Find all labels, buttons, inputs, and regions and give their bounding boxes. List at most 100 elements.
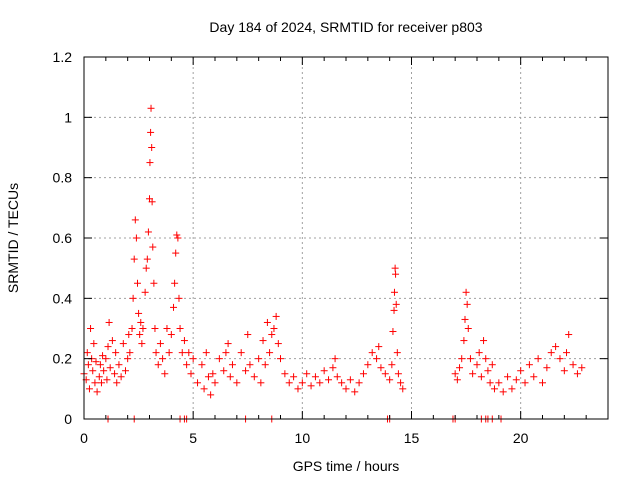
x-tick-label: 5 — [189, 430, 197, 446]
data-point — [569, 361, 577, 369]
data-point — [91, 379, 99, 387]
data-point — [488, 361, 496, 369]
data-point — [391, 264, 399, 272]
data-point — [224, 340, 232, 348]
data-point — [268, 331, 276, 339]
data-point — [147, 104, 155, 112]
data-point — [257, 379, 265, 387]
data-point — [180, 337, 188, 345]
data-point — [456, 364, 464, 372]
data-point — [462, 288, 470, 296]
data-point — [338, 379, 346, 387]
data-point — [141, 288, 149, 296]
data-point — [525, 361, 533, 369]
data-point — [504, 373, 512, 381]
data-point — [228, 361, 236, 369]
data-point — [578, 364, 586, 372]
data-point — [250, 373, 258, 381]
data-point — [85, 385, 93, 393]
data-point — [547, 349, 555, 357]
data-point — [102, 355, 110, 363]
data-point — [463, 300, 471, 308]
data-point — [194, 379, 202, 387]
data-point — [115, 361, 123, 369]
data-point — [381, 370, 389, 378]
data-point — [359, 370, 367, 378]
data-point — [226, 373, 234, 381]
data-point — [119, 340, 127, 348]
data-point — [99, 352, 107, 360]
data-point — [126, 349, 134, 357]
data-point — [508, 385, 516, 393]
y-tick-label: 0.4 — [53, 290, 73, 306]
data-point — [373, 355, 381, 363]
data-point — [142, 264, 150, 272]
data-point — [149, 243, 157, 251]
data-point — [490, 385, 498, 393]
data-point — [129, 294, 137, 302]
data-point — [316, 379, 324, 387]
y-tick-label: 0.6 — [53, 230, 73, 246]
data-point — [482, 355, 490, 363]
data-point — [103, 376, 111, 384]
chart-title: Day 184 of 2024, SRMTID for receiver p80… — [209, 19, 482, 35]
data-point — [124, 355, 132, 363]
data-point — [460, 337, 468, 345]
data-point — [469, 370, 477, 378]
data-point — [451, 370, 459, 378]
data-point — [389, 328, 397, 336]
data-point — [125, 331, 133, 339]
data-point — [222, 349, 230, 357]
data-point — [552, 343, 560, 351]
data-point — [355, 379, 363, 387]
data-point — [220, 367, 228, 375]
data-point — [147, 128, 155, 136]
data-point — [386, 376, 394, 384]
data-point — [154, 361, 162, 369]
data-point — [174, 234, 182, 242]
data-point — [255, 355, 263, 363]
y-axis-label: SRMTID / TECUs — [5, 183, 21, 293]
data-point — [270, 325, 278, 332]
data-point — [480, 337, 488, 345]
data-point — [152, 349, 160, 357]
data-point — [393, 349, 401, 357]
data-point — [461, 315, 469, 323]
data-point — [560, 367, 568, 375]
data-point — [143, 255, 151, 263]
data-point — [215, 355, 223, 363]
x-tick-label: 20 — [513, 430, 529, 446]
data-point — [281, 370, 289, 378]
data-point — [112, 349, 120, 357]
data-point — [237, 349, 245, 357]
data-point — [261, 361, 269, 369]
data-point — [202, 349, 210, 357]
data-point — [325, 376, 333, 384]
data-point — [87, 325, 95, 332]
data-point — [329, 364, 337, 372]
data-point — [159, 355, 167, 363]
data-point — [108, 337, 116, 345]
data-point — [175, 294, 183, 302]
y-tick-label: 1.2 — [53, 49, 73, 65]
data-point — [368, 349, 376, 357]
data-point — [303, 370, 311, 378]
data-point — [274, 340, 282, 348]
data-point — [111, 370, 119, 378]
data-point — [246, 361, 254, 369]
data-point — [144, 228, 152, 236]
data-point — [377, 364, 385, 372]
data-point — [573, 370, 581, 378]
data-point — [105, 318, 113, 326]
data-point — [200, 385, 208, 393]
data-point — [113, 379, 121, 387]
data-point — [311, 373, 319, 381]
data-point — [390, 306, 398, 314]
data-point — [100, 367, 108, 375]
data-point — [277, 355, 284, 363]
data-point — [176, 325, 184, 332]
data-point — [266, 349, 274, 357]
data-point — [388, 361, 396, 369]
data-point — [117, 373, 125, 381]
data-point — [90, 340, 98, 348]
